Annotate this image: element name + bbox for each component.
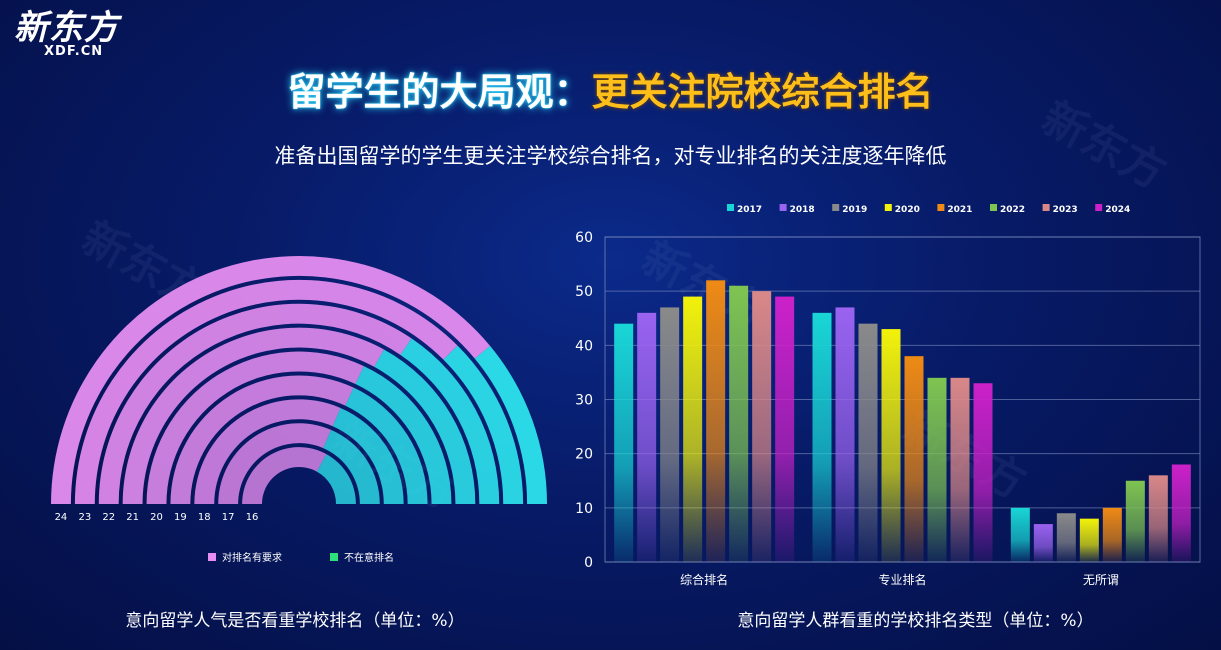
bar-2020 — [881, 329, 901, 562]
legend-swatch — [727, 204, 734, 211]
bar-2020 — [1079, 518, 1099, 562]
y-tick-label: 50 — [575, 284, 593, 300]
ring-segment-care — [218, 423, 332, 504]
ring-segment-nocare — [355, 366, 452, 504]
ring-segment-care — [194, 399, 341, 504]
ring-label: 23 — [78, 512, 91, 523]
bar-2023 — [752, 291, 772, 562]
legend-label: 2019 — [842, 205, 867, 215]
ring-segment-care — [122, 327, 384, 504]
legend-swatch — [1095, 204, 1103, 211]
category-label: 综合排名 — [680, 572, 728, 587]
page-subtitle: 准备出国留学的学生更关注学校综合排名，对专业排名的关注度逐年降低 — [274, 144, 947, 168]
legend-label: 2021 — [947, 205, 972, 215]
ring-segment-care — [51, 256, 491, 504]
legend-swatch — [1042, 204, 1050, 211]
y-tick-label: 10 — [575, 501, 593, 517]
bar-2019 — [660, 307, 680, 562]
category-label: 专业排名 — [878, 572, 926, 587]
ring-label: 19 — [174, 512, 187, 523]
ring-segment-nocare — [400, 338, 500, 504]
ring-segment-care — [146, 351, 364, 504]
bar-2018 — [835, 307, 855, 562]
y-tick-label: 20 — [575, 447, 593, 463]
ring-segment-nocare — [374, 349, 476, 504]
ring-segment-nocare — [316, 454, 356, 504]
bar-2019 — [1056, 513, 1076, 562]
ring-segment-care — [74, 279, 458, 504]
bar-2020 — [683, 296, 703, 562]
bar-2018 — [637, 312, 657, 562]
title-part2: 更关注院校综合排名 — [591, 70, 934, 114]
legend-label: 不在意排名 — [344, 551, 394, 564]
ring-label: 24 — [55, 512, 68, 523]
ring-label: 17 — [222, 512, 235, 523]
bar-2018 — [1033, 524, 1053, 562]
plot-frame — [604, 236, 1201, 563]
ring-segment-nocare — [323, 429, 380, 504]
legend-swatch — [884, 204, 892, 211]
ring-label: 20 — [150, 512, 163, 523]
bar-2022 — [1125, 480, 1145, 562]
bar-2017 — [614, 323, 634, 562]
legend-label: 2020 — [895, 205, 920, 215]
bar-2023 — [1148, 475, 1168, 562]
logo-main-text: 新东方 — [14, 8, 119, 48]
bar-chart: 2017 2018 2019 2020 2021 2022 2023 2024 0 10 20 30… — [575, 204, 1201, 587]
brand-logo: 新东方 XDF.CN — [14, 8, 144, 59]
legend-swatch — [832, 204, 840, 211]
y-tick-label: 0 — [584, 555, 593, 571]
bar-2024 — [1171, 464, 1191, 562]
bar-2023 — [950, 377, 970, 562]
legend-label: 2022 — [1000, 205, 1025, 215]
bar-2021 — [706, 280, 726, 562]
title-part1: 留学生的大局观： — [287, 70, 592, 114]
bar-2021 — [904, 356, 924, 562]
ring-label: 22 — [102, 512, 115, 523]
left-chart-caption: 意向留学人气是否看重学校排名（单位：%） — [125, 611, 465, 631]
legend-label: 2018 — [790, 205, 815, 215]
bar-2017 — [1010, 507, 1030, 562]
legend-swatch — [937, 204, 945, 211]
ring-segment-care — [98, 303, 412, 504]
legend-label: 2023 — [1053, 205, 1078, 215]
bar-2022 — [927, 377, 947, 562]
bar-2024 — [775, 296, 795, 562]
y-tick-label: 60 — [575, 230, 593, 246]
ring-label: 16 — [246, 512, 259, 523]
right-chart-caption: 意向留学人群看重的学校排名类型（单位：%） — [737, 611, 1094, 631]
legend-label: 2024 — [1105, 205, 1130, 215]
bar-2024 — [973, 383, 993, 562]
bar-2017 — [812, 312, 832, 562]
semicircle-chart: 24 23 22 21 20 19 18 17 16 对排名有要求 不在意排名 — [51, 256, 547, 564]
ring-label: 21 — [126, 512, 139, 523]
legend-label: 对排名有要求 — [222, 551, 282, 564]
ring-segment-nocare — [345, 387, 428, 504]
legend-swatch — [208, 553, 216, 561]
legend-swatch — [330, 553, 338, 561]
legend-swatch — [779, 204, 787, 211]
legend-swatch — [990, 204, 997, 211]
bar-2019 — [858, 323, 878, 562]
category-label: 无所谓 — [1083, 573, 1119, 587]
y-tick-label: 30 — [575, 393, 593, 409]
logo-sub-text: XDF.CN — [44, 44, 104, 59]
bar-2021 — [1102, 507, 1122, 562]
ring-segment-care — [170, 375, 354, 504]
y-tick-label: 40 — [575, 338, 593, 354]
legend-label: 2017 — [737, 205, 762, 215]
ring-label: 18 — [198, 512, 211, 523]
ring-segment-nocare — [474, 345, 547, 504]
bar-2022 — [729, 285, 749, 562]
ring-segment-care — [242, 447, 327, 504]
ring-segment-nocare — [332, 407, 404, 504]
ring-segment-nocare — [443, 345, 524, 504]
page-title: 留学生的大局观：更关注院校综合排名 — [0, 62, 1221, 122]
